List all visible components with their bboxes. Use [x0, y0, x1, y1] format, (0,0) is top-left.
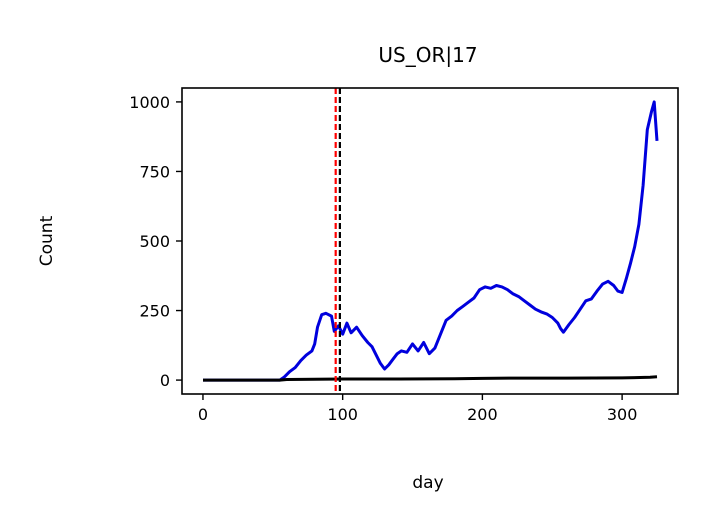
chart-title: US_OR|17	[378, 43, 477, 67]
axes: 0 100 200 300 0 250 500 750 1000	[129, 93, 637, 424]
y-tick-label: 0	[160, 371, 170, 390]
x-tick-label: 100	[327, 405, 358, 424]
y-axis-label: Count	[37, 215, 57, 266]
y-tick-label: 250	[139, 302, 170, 321]
x-tick-label: 300	[607, 405, 638, 424]
y-tick-label: 500	[139, 232, 170, 251]
series-line-1	[203, 100, 659, 382]
plot-area	[203, 88, 659, 394]
x-tick-label: 200	[467, 405, 498, 424]
plot-frame	[181, 87, 679, 395]
y-tick-label: 750	[139, 162, 170, 181]
series-line-2	[203, 375, 658, 382]
y-tick-label: 1000	[129, 93, 170, 112]
x-axis-label: day	[412, 473, 443, 493]
x-tick-label: 0	[198, 405, 208, 424]
